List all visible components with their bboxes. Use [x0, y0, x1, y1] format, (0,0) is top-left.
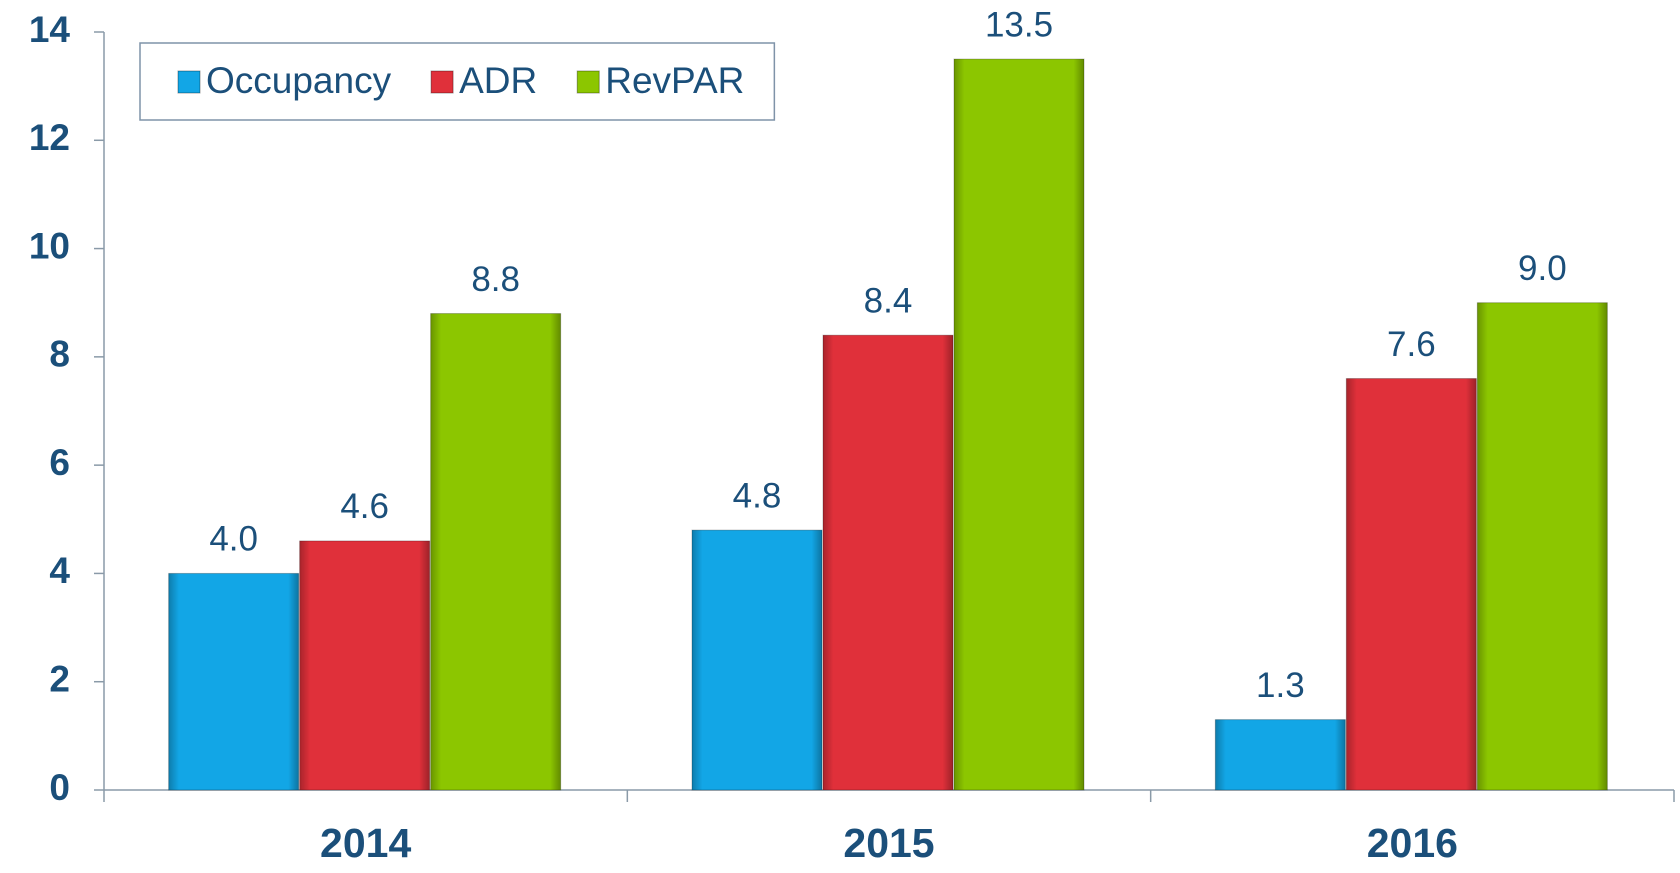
value-label: 8.8 — [471, 260, 520, 299]
value-label: 1.3 — [1256, 666, 1305, 705]
bar — [299, 540, 431, 791]
value-label: 13.5 — [985, 5, 1053, 44]
legend: Occupancy ADR RevPAR — [139, 42, 776, 121]
y-tick-label: 12 — [29, 117, 70, 158]
legend-label: RevPAR — [605, 60, 744, 101]
x-tick-label: 2014 — [320, 820, 411, 866]
bar — [430, 313, 562, 791]
value-label: 4.8 — [733, 476, 782, 515]
x-tick-label: 2015 — [843, 820, 934, 866]
bar — [953, 58, 1085, 791]
bar — [1345, 378, 1477, 791]
bar — [1214, 719, 1346, 791]
legend-label: ADR — [459, 60, 537, 101]
y-tick-label: 10 — [29, 225, 70, 266]
y-tick-label: 4 — [49, 550, 70, 591]
legend-box — [139, 42, 776, 121]
bar — [168, 572, 300, 791]
value-label: 8.4 — [864, 281, 913, 320]
legend-label: Occupancy — [206, 60, 392, 101]
value-label: 4.6 — [340, 487, 389, 526]
y-tick-label: 14 — [29, 9, 71, 50]
legend-swatch — [177, 70, 201, 94]
x-tick-label: 2016 — [1367, 820, 1458, 866]
legend-swatch — [576, 70, 600, 94]
value-label: 9.0 — [1518, 249, 1567, 288]
y-tick-label: 8 — [49, 334, 70, 375]
bar — [1476, 302, 1608, 791]
value-label: 7.6 — [1387, 325, 1436, 364]
y-tick-label: 6 — [49, 442, 70, 483]
value-label: 4.0 — [209, 520, 258, 559]
y-tick-label: 0 — [49, 767, 70, 808]
bar — [822, 334, 954, 791]
y-tick-label: 2 — [49, 658, 70, 699]
bar — [691, 529, 823, 791]
legend-swatch — [430, 70, 454, 94]
